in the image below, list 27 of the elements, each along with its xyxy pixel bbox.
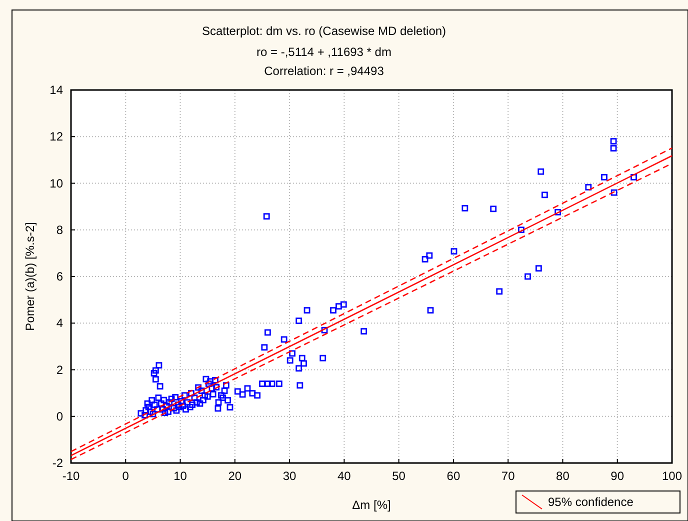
x-tick-label: 20 — [228, 469, 242, 483]
y-tick-label: 10 — [50, 176, 64, 190]
x-tick-label: -10 — [62, 469, 80, 483]
y-tick-label: 6 — [56, 270, 64, 284]
y-tick-label: 2 — [56, 362, 64, 377]
x-tick-label: 80 — [556, 469, 570, 483]
y-tick-label: 14 — [50, 83, 64, 97]
y-tick-label: -2 — [52, 456, 64, 470]
chart-title: Scatterplot: dm vs. ro (Casewise MD deletion) — [202, 24, 446, 38]
y-axis-title: Pomer (a)(b) [%.s-2] — [23, 222, 37, 331]
legend-label: 95% confidence — [548, 495, 634, 509]
x-tick-label: 90 — [610, 469, 624, 483]
text: Correlation: r = ,94493 — [264, 64, 384, 78]
y-tick-label: 4 — [56, 316, 64, 330]
x-tick-label: 60 — [446, 469, 460, 483]
chart-subtitle: ro = -,5114 + ,11693 * dm — [256, 45, 392, 59]
x-tick-label: 50 — [392, 469, 406, 483]
y-tick-label: 0 — [56, 409, 64, 424]
x-tick-label: 0 — [122, 469, 130, 483]
x-tick-label: 40 — [338, 469, 352, 483]
x-tick-label: 100 — [662, 469, 682, 483]
x-axis-title: Δm [%] — [352, 498, 391, 512]
x-tick-label: 70 — [501, 469, 516, 483]
x-tick-label: 10 — [174, 469, 188, 483]
x-tick-label: 30 — [282, 469, 297, 483]
y-tick-label: 12 — [50, 130, 64, 144]
y-tick-label: 8 — [56, 222, 64, 237]
